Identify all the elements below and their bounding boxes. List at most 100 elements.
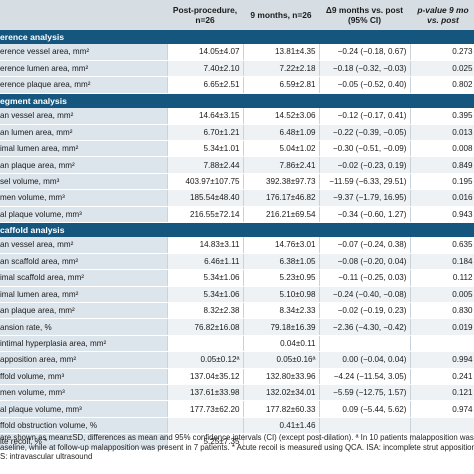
header-delta: Δ9 months vs. post (95% CI)	[325, 5, 404, 25]
delta-value	[319, 433, 411, 451]
delta-value: −0.05 (−0.52, 0.40)	[319, 76, 411, 94]
row-label: ffold volume, mm³	[0, 368, 168, 385]
section-title: erence analysis	[0, 30, 474, 44]
table-body: erence analysis erence vessel area, mm² 14…	[0, 30, 474, 451]
delta-value: −4.24 (−11.54, 3.05)	[319, 368, 411, 385]
p-value: 0.241	[410, 368, 474, 385]
p-value: 0.008	[410, 140, 474, 158]
table-row: imal lumen area, mm² 5.34±1.06 5.10±0.98 −0…	[0, 286, 474, 303]
delta-value: 0.09 (−5.44, 5.62)	[319, 400, 411, 418]
p-value: 0.016	[410, 189, 474, 207]
post-procedure-value: 5.34±1.01	[167, 140, 244, 158]
post-procedure-value: 7.40±2.10	[167, 60, 244, 78]
post-procedure-value: 14.83±3.11	[167, 236, 244, 254]
p-value	[410, 335, 474, 353]
footnote-line-1: are shown as mean±SD, differences as mea…	[0, 433, 474, 442]
post-procedure-value: 6.70±1.21	[167, 124, 244, 141]
post-procedure-value: 0.05±0.12ª	[167, 351, 244, 369]
table-row: imal scaffold area, mm² 5.34±1.06 5.23±0.9…	[0, 269, 474, 287]
p-value: 0.994	[410, 351, 474, 369]
row-label: an vessel area, mm²	[0, 107, 168, 125]
row-label: sel volume, mm³	[0, 173, 168, 191]
delta-value: −0.24 (−0.18, 0.67)	[319, 44, 411, 61]
p-value: 0.635	[410, 236, 474, 254]
header-p-value: p-value 9 mo vs. post	[417, 5, 469, 25]
delta-value: −5.59 (−12.75, 1.57)	[319, 384, 411, 402]
nine-month-value: 5.10±0.98	[243, 286, 320, 303]
table-row: apposition area, mm² 0.05±0.12ª 0.05±0.16ª…	[0, 351, 474, 369]
p-value: 0.273	[410, 44, 474, 61]
post-procedure-value: 8.32±2.38	[167, 302, 244, 320]
row-label: imal lumen area, mm²	[0, 140, 168, 158]
table-row: erence lumen area, mm² 7.40±2.10 7.22±2.18…	[0, 60, 474, 78]
header-blank	[0, 0, 167, 30]
nine-month-value: 5.04±1.02	[243, 140, 320, 158]
post-procedure-value: 5.25±7.35	[167, 433, 244, 451]
nine-month-value: 79.18±16.39	[243, 318, 320, 336]
p-value: 0.013	[410, 124, 474, 141]
row-label: erence lumen area, mm²	[0, 60, 168, 78]
nine-month-value: 7.22±2.18	[243, 60, 320, 78]
post-procedure-value: 76.82±16.08	[167, 318, 244, 336]
section-header-row: caffold analysis	[0, 222, 474, 237]
footnote-line-3: S: intravascular ultrasound	[0, 452, 93, 462]
nine-month-value: 6.38±1.05	[243, 253, 320, 271]
nine-month-value: 0.41±1.46	[243, 417, 320, 435]
p-value: 0.195	[410, 173, 474, 191]
row-label: al plaque volume, mm³	[0, 400, 168, 418]
header-nine-months: 9 months, n=26	[250, 10, 312, 20]
delta-value: −0.18 (−0.32, −0.03)	[319, 60, 411, 78]
row-label: an scaffold area, mm²	[0, 253, 168, 271]
header-post-procedure: Post-procedure, n=26	[172, 5, 238, 25]
delta-value: −0.11 (−0.25, 0.03)	[319, 269, 411, 287]
row-label: erence vessel area, mm²	[0, 44, 168, 61]
post-procedure-value: 403.97±107.75	[167, 173, 244, 191]
row-label: ffold obstruction volume, %	[0, 417, 168, 435]
table-row: men volume, mm³ 185.54±48.40 176.17±46.82−…	[0, 189, 474, 207]
delta-value	[319, 417, 411, 435]
post-procedure-value: 6.65±2.51	[167, 76, 244, 94]
p-value: 0.849	[410, 156, 474, 174]
delta-value: −0.07 (−0.24, 0.38)	[319, 236, 411, 254]
p-value: 0.025	[410, 60, 474, 78]
row-label: ite recoil, % *	[0, 433, 168, 451]
nine-month-value: 7.86±2.41	[243, 156, 320, 174]
delta-value: −0.22 (−0.39, −0.05)	[319, 124, 411, 141]
nine-month-value: 132.02±34.01	[243, 384, 320, 402]
nine-month-value: 14.52±3.06	[243, 107, 320, 125]
nine-month-value: 6.48±1.09	[243, 124, 320, 141]
row-label: ansion rate, %	[0, 318, 168, 336]
row-label: intimal hyperplasia area, mm²	[0, 335, 168, 353]
row-label: al plaque volume, mm³	[0, 206, 168, 223]
row-label: an plaque area, mm²	[0, 302, 168, 320]
row-label: imal scaffold area, mm²	[0, 269, 168, 287]
table-row: an scaffold area, mm² 6.46±1.11 6.38±1.05−…	[0, 253, 474, 271]
post-procedure-value: 5.34±1.06	[167, 286, 244, 303]
delta-value: −0.24 (−0.40, −0.08)	[319, 286, 411, 303]
nine-month-value: 0.04±0.11	[243, 335, 320, 353]
row-label: an plaque area, mm²	[0, 156, 168, 174]
section-title: egment analysis	[0, 93, 474, 108]
row-label: men volume, mm³	[0, 189, 168, 207]
nine-month-value	[243, 433, 320, 451]
table-row: al plaque volume, mm³ 177.73±62.20 177.82±…	[0, 400, 474, 418]
table-row: imal lumen area, mm² 5.34±1.01 5.04±1.02 −0…	[0, 140, 474, 158]
table-row: an lumen area, mm² 6.70±1.21 6.48±1.09 −0.2…	[0, 124, 474, 141]
post-procedure-value	[167, 417, 244, 435]
section-header-row: egment analysis	[0, 93, 474, 108]
row-label: apposition area, mm²	[0, 351, 168, 369]
table-row: erence vessel area, mm² 14.05±4.07 13.81±4…	[0, 44, 474, 61]
p-value: 0.830	[410, 302, 474, 320]
nine-month-value: 0.05±0.16ª	[243, 351, 320, 369]
nine-month-value: 392.38±97.73	[243, 173, 320, 191]
post-procedure-value: 177.73±62.20	[167, 400, 244, 418]
post-procedure-value: 14.05±4.07	[167, 44, 244, 61]
nine-month-value: 6.59±2.81	[243, 76, 320, 94]
delta-value: −0.02 (−0.19, 0.23)	[319, 302, 411, 320]
p-value: 0.943	[410, 206, 474, 223]
nine-month-value: 13.81±4.35	[243, 44, 320, 61]
table-row: ite recoil, % * 5.25±7.35	[0, 433, 474, 451]
nine-month-value: 5.23±0.95	[243, 269, 320, 287]
nine-month-value: 14.76±3.01	[243, 236, 320, 254]
nine-month-value: 8.34±2.33	[243, 302, 320, 320]
